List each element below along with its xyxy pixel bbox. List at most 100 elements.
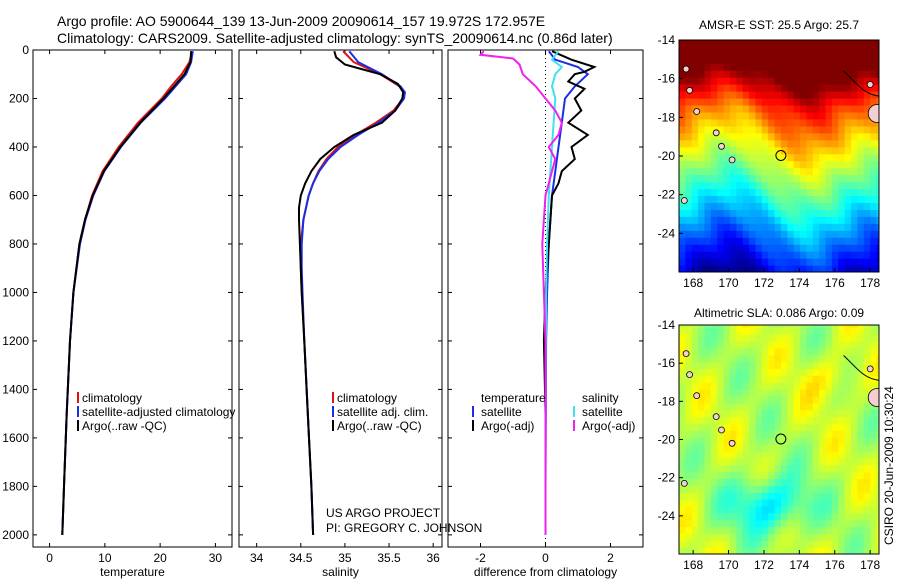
heatmap-cell [749, 258, 757, 266]
heatmap-cell [780, 251, 788, 259]
heatmap-cell [857, 146, 865, 155]
heatmap-cell [838, 181, 846, 190]
heatmap-cell [704, 437, 712, 445]
heatmap-cell [857, 202, 865, 210]
heatmap-cell [736, 209, 744, 217]
heatmap-cell [876, 512, 879, 521]
heatmap-cell [825, 56, 833, 64]
heatmap-cell [774, 125, 782, 134]
heatmap-cell [710, 104, 718, 113]
heatmap-cell [806, 444, 814, 452]
heatmap-cell [717, 471, 725, 480]
heatmap-cell [729, 230, 737, 238]
heatmap-cell [742, 485, 750, 493]
legend-entry: satellite adj. clim. [337, 405, 428, 419]
heatmap-cell [870, 327, 878, 335]
heatmap-cell [710, 540, 718, 548]
heatmap-cell [787, 265, 795, 272]
heatmap-cell [717, 258, 725, 266]
heatmap-cell [717, 146, 725, 155]
heatmap-cell [768, 354, 776, 363]
heatmap-cell [806, 492, 814, 500]
heatmap-cell [863, 188, 871, 197]
heatmap-cell [876, 181, 879, 190]
heatmap-cell [755, 457, 763, 466]
heatmap-cell [736, 132, 744, 141]
heatmap-cell [876, 125, 879, 134]
heatmap-cell [749, 457, 757, 466]
heatmap-cell [857, 139, 865, 148]
heatmap-cell [679, 98, 686, 106]
heatmap-cell [800, 174, 808, 183]
heatmap-cell [761, 139, 769, 148]
heatmap-cell [838, 450, 846, 459]
heatmap-cell [780, 375, 788, 383]
heatmap-cell [876, 230, 879, 238]
heatmap-cell [774, 104, 782, 113]
heatmap-cell [831, 153, 839, 162]
heatmap-cell [825, 258, 833, 266]
heatmap-cell [679, 354, 686, 363]
heatmap-cell [819, 395, 827, 404]
heatmap-cell [863, 526, 871, 534]
heatmap-cell [736, 223, 744, 231]
heatmap-cell [723, 98, 731, 106]
heatmap-cell [742, 40, 750, 43]
heatmap-cell [774, 382, 782, 390]
heatmap-cell [800, 70, 808, 78]
heatmap-cell [742, 478, 750, 486]
heatmap-cell [876, 375, 879, 383]
x-tick-label: 0 [542, 551, 549, 565]
heatmap-cell [780, 174, 788, 183]
heatmap-cell [857, 457, 865, 466]
heatmap-cell [729, 430, 737, 438]
heatmap-cell [812, 77, 820, 85]
heatmap-cell [863, 361, 871, 370]
heatmap-cell [755, 416, 763, 425]
heatmap-cell [787, 181, 795, 190]
heatmap-cell [800, 334, 808, 342]
heatmap-cell [736, 347, 744, 356]
heatmap-cell [717, 402, 725, 411]
heatmap-cell [710, 505, 718, 514]
heatmap-cell [768, 492, 776, 500]
heatmap-cell [774, 251, 782, 259]
heatmap-cell [819, 216, 827, 224]
heatmap-cell [723, 375, 731, 383]
heatmap-cell [812, 153, 820, 162]
heatmap-cell [717, 230, 725, 238]
heatmap-cell [736, 478, 744, 486]
heatmap-cell [761, 223, 769, 231]
heatmap-cell [761, 98, 769, 106]
heatmap-cell [742, 181, 750, 190]
heatmap-cell [876, 174, 879, 183]
heatmap-cell [710, 409, 718, 418]
heatmap-cell [736, 450, 744, 459]
heatmap-cell [819, 533, 827, 541]
heatmap-cell [710, 244, 718, 252]
heatmap-cell [857, 91, 865, 99]
heatmap-cell [780, 478, 788, 486]
heatmap-cell [787, 368, 795, 376]
heatmap-cell [851, 533, 859, 541]
heatmap-cell [729, 526, 737, 534]
heatmap-cell [704, 430, 712, 438]
heatmap-cell [857, 437, 865, 445]
heatmap-cell [698, 49, 706, 57]
heatmap-cell [825, 139, 833, 148]
heatmap-cell [825, 49, 833, 57]
heatmap-cell [768, 416, 776, 425]
heatmap-cell [704, 216, 712, 224]
heatmap-cell [717, 533, 725, 541]
heatmap-cell [844, 174, 852, 183]
heatmap-cell [800, 98, 808, 106]
heatmap-cell [691, 437, 699, 445]
heatmap-cell [723, 181, 731, 190]
x-tick-label: 30 [209, 551, 223, 565]
heatmap-cell [806, 423, 814, 431]
heatmap-cell [691, 492, 699, 500]
heatmap-cell [698, 104, 706, 113]
heatmap-cell [831, 547, 839, 554]
heatmap-cell [851, 84, 859, 92]
heatmap-cell [787, 167, 795, 176]
